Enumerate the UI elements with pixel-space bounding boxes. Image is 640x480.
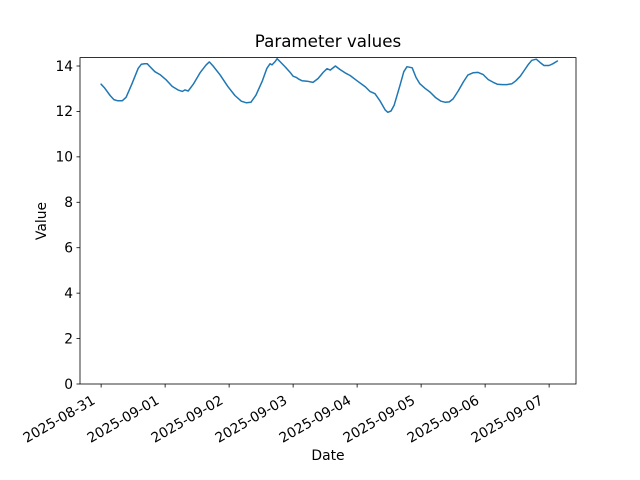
chart-title: Parameter values (254, 31, 402, 51)
plot-border (79, 57, 577, 385)
y-tick-label: 10 (55, 150, 73, 166)
x-tick-label: 2025-08-31 (21, 393, 98, 447)
x-tick-label: 2025-09-07 (469, 393, 546, 447)
x-axis-label: Date (311, 448, 345, 464)
y-tick-label: 14 (55, 59, 73, 75)
x-tick-label: 2025-09-03 (213, 393, 290, 447)
x-tick-label: 2025-09-01 (85, 393, 162, 447)
y-tick-label: 0 (64, 377, 73, 393)
x-tick-label: 2025-09-02 (149, 393, 226, 447)
y-tick-label: 12 (55, 104, 73, 120)
x-tick-label: 2025-09-06 (405, 393, 482, 447)
x-tick-label: 2025-09-05 (341, 393, 418, 447)
y-tick-label: 8 (64, 195, 73, 211)
y-axis-label: Value (34, 201, 50, 241)
y-tick-label: 2 (64, 331, 73, 347)
series-line (100, 57, 559, 114)
y-tick-label: 6 (64, 241, 73, 257)
y-tick-label: 4 (64, 286, 73, 302)
x-tick-label: 2025-09-04 (277, 393, 354, 447)
